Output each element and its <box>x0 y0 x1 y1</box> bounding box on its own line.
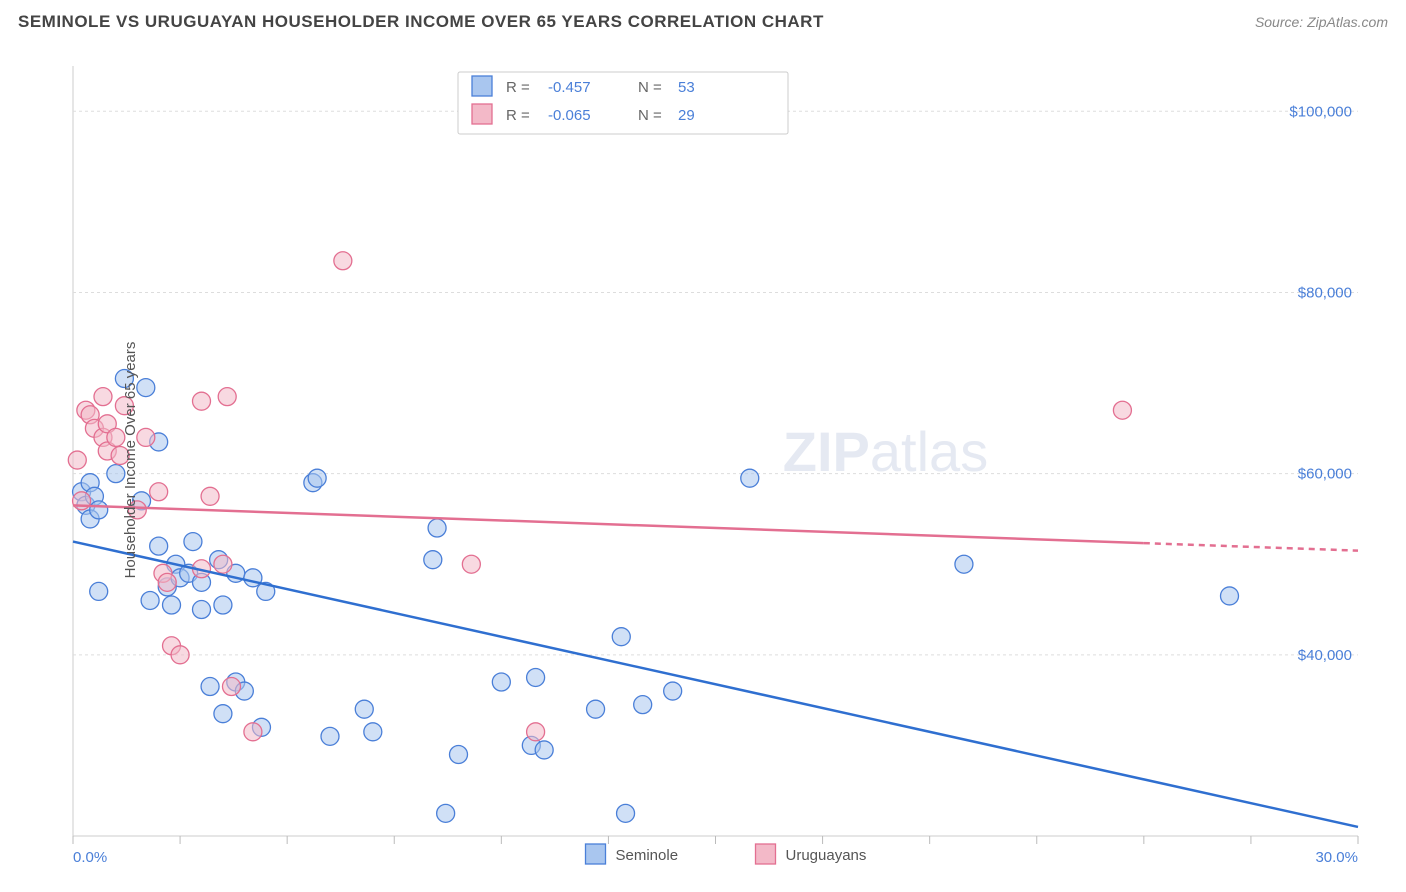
data-point <box>424 551 442 569</box>
data-point <box>244 723 262 741</box>
data-point <box>94 388 112 406</box>
legend-swatch <box>472 104 492 124</box>
y-tick-label: $60,000 <box>1298 466 1352 483</box>
data-point <box>355 700 373 718</box>
chart-title: SEMINOLE VS URUGUAYAN HOUSEHOLDER INCOME… <box>18 12 824 32</box>
data-point <box>150 483 168 501</box>
y-axis-label: Householder Income Over 65 years <box>122 342 139 579</box>
data-point <box>308 469 326 487</box>
data-point <box>90 501 108 519</box>
x-tick-label: 0.0% <box>73 849 107 866</box>
data-point <box>193 601 211 619</box>
data-point <box>612 628 630 646</box>
trend-line <box>73 505 1144 543</box>
data-point <box>163 596 181 614</box>
series-label: Uruguayans <box>786 847 867 864</box>
legend-r-label: R = <box>506 107 530 124</box>
data-point <box>364 723 382 741</box>
data-point <box>68 451 86 469</box>
data-point <box>218 388 236 406</box>
data-point <box>201 678 219 696</box>
data-point <box>201 487 219 505</box>
data-point <box>450 745 468 763</box>
data-point <box>527 668 545 686</box>
series-label: Seminole <box>616 847 679 864</box>
data-point <box>1113 401 1131 419</box>
legend-swatch <box>472 76 492 96</box>
y-tick-label: $100,000 <box>1289 103 1352 120</box>
data-point <box>492 673 510 691</box>
legend-r-value: -0.065 <box>548 107 591 124</box>
data-point <box>214 705 232 723</box>
data-point <box>428 519 446 537</box>
data-point <box>617 804 635 822</box>
data-point <box>527 723 545 741</box>
legend-r-value: -0.457 <box>548 79 591 96</box>
data-point <box>334 252 352 270</box>
data-point <box>437 804 455 822</box>
chart-area: Householder Income Over 65 years $40,000… <box>18 46 1388 874</box>
data-point <box>587 700 605 718</box>
chart-header: SEMINOLE VS URUGUAYAN HOUSEHOLDER INCOME… <box>0 0 1406 38</box>
data-point <box>193 392 211 410</box>
data-point <box>214 596 232 614</box>
legend-n-label: N = <box>638 107 662 124</box>
legend-r-label: R = <box>506 79 530 96</box>
legend-n-value: 53 <box>678 79 695 96</box>
source-name: ZipAtlas.com <box>1307 14 1388 30</box>
legend-n-value: 29 <box>678 107 695 124</box>
series-swatch <box>756 844 776 864</box>
data-point <box>664 682 682 700</box>
trend-line-dashed <box>1144 543 1358 551</box>
data-point <box>90 582 108 600</box>
data-point <box>184 533 202 551</box>
data-point <box>955 555 973 573</box>
chart-source: Source: ZipAtlas.com <box>1255 14 1388 30</box>
data-point <box>141 591 159 609</box>
data-point <box>222 678 240 696</box>
data-point <box>171 646 189 664</box>
data-point <box>137 379 155 397</box>
data-point <box>137 428 155 446</box>
data-point <box>741 469 759 487</box>
data-point <box>535 741 553 759</box>
data-point <box>150 537 168 555</box>
legend-n-label: N = <box>638 79 662 96</box>
scatter-chart: $40,000 $60,000 $80,000 $100,000 0.0% 30.0% ZI… <box>18 46 1388 874</box>
data-point <box>321 727 339 745</box>
trend-line <box>73 542 1358 827</box>
series-swatch <box>586 844 606 864</box>
data-point <box>158 573 176 591</box>
data-point <box>1221 587 1239 605</box>
data-point <box>214 555 232 573</box>
x-tick-label: 30.0% <box>1315 849 1358 866</box>
data-point <box>462 555 480 573</box>
source-prefix: Source: <box>1255 14 1307 30</box>
data-point <box>634 696 652 714</box>
watermark: ZIPatlas <box>783 420 988 483</box>
y-tick-label: $80,000 <box>1298 284 1352 301</box>
y-tick-label: $40,000 <box>1298 647 1352 664</box>
